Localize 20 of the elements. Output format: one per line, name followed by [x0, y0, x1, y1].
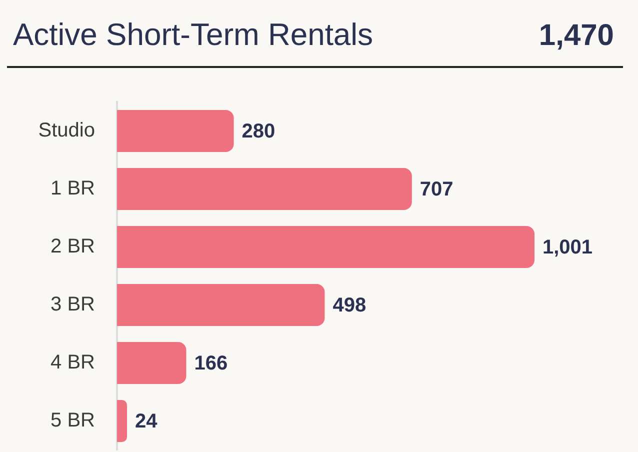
- data-label: 166: [194, 352, 228, 375]
- data-label: 24: [135, 410, 158, 433]
- bar: [117, 110, 234, 152]
- bar: [117, 168, 412, 210]
- y-tick-label: 3 BR: [50, 294, 95, 316]
- bar: [117, 226, 534, 268]
- y-tick-label: 4 BR: [50, 352, 95, 374]
- chart-title: Active Short-Term Rentals: [13, 17, 374, 53]
- data-label: 1,001: [542, 236, 593, 259]
- bar: [117, 400, 128, 442]
- y-tick-label: Studio: [38, 120, 95, 142]
- data-label: 707: [420, 178, 454, 201]
- data-label: 280: [242, 120, 276, 143]
- text: 1,470: [538, 18, 614, 54]
- data-label: 498: [332, 294, 366, 317]
- y-tick-label: 2 BR: [50, 236, 95, 258]
- bar: [117, 342, 186, 384]
- y-tick-label: 5 BR: [50, 410, 95, 432]
- y-tick-label: 1 BR: [50, 178, 95, 200]
- bar: [117, 284, 325, 326]
